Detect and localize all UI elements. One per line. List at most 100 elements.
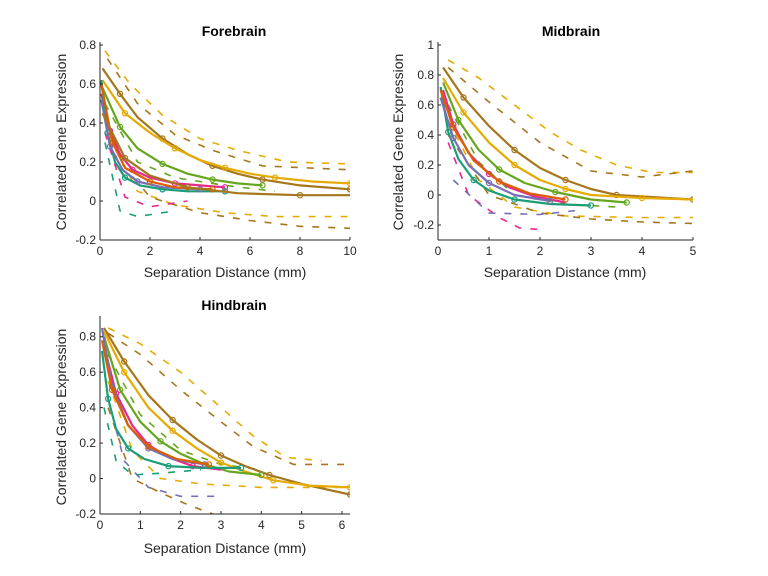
midbrain-x-tick-label: 2 bbox=[537, 244, 544, 258]
midbrain-data-point bbox=[552, 188, 559, 196]
forebrain-series-line-5 bbox=[100, 99, 201, 191]
midbrain-data-point bbox=[562, 176, 569, 184]
forebrain-data-point bbox=[134, 178, 141, 185]
forebrain-series-line-0 bbox=[101, 67, 350, 191]
hindbrain-data-point bbox=[116, 386, 124, 394]
midbrain-y-tick-label: 0.6 bbox=[417, 98, 434, 112]
midbrain-data-point bbox=[496, 178, 503, 185]
hindbrain-data-point bbox=[124, 445, 132, 452]
forebrain-x-tick-label: 10 bbox=[343, 244, 357, 258]
hindbrain-data-point bbox=[104, 395, 112, 402]
hindbrain-y-tick-label: -0.2 bbox=[75, 507, 96, 521]
forebrain-data-point bbox=[209, 176, 216, 183]
midbrain-series-group bbox=[439, 59, 693, 231]
midbrain-ylabel: Correlated Gene Expression bbox=[390, 54, 406, 231]
hindbrain-x-tick-label: 1 bbox=[137, 518, 144, 532]
forebrain-series-group bbox=[100, 50, 350, 230]
midbrain-x-tick-label: 3 bbox=[588, 244, 595, 258]
hindbrain-series-line-9 bbox=[107, 354, 262, 471]
forebrain-y-tick-label: 0.4 bbox=[79, 116, 96, 130]
forebrain-data-point bbox=[109, 139, 116, 146]
midbrain-data-point bbox=[460, 94, 467, 101]
midbrain-data-point bbox=[623, 199, 630, 206]
midbrain-series-line-5 bbox=[439, 97, 551, 203]
midbrain-data-point bbox=[547, 197, 554, 205]
forebrain-series-line-13 bbox=[104, 142, 176, 218]
midbrain-x-tick-label: 1 bbox=[486, 244, 493, 258]
midbrain-data-point bbox=[485, 179, 493, 187]
forebrain-y-tick-label: 0.2 bbox=[79, 155, 96, 169]
midbrain-series-line-8 bbox=[447, 66, 693, 178]
midbrain-series-line-6 bbox=[439, 89, 566, 201]
hindbrain-x-tick-label: 4 bbox=[258, 518, 265, 532]
midbrain-series-line-12 bbox=[447, 142, 541, 231]
hindbrain-series-line-10 bbox=[107, 380, 350, 489]
midbrain-y-tick-label: 0.4 bbox=[417, 128, 434, 142]
hindbrain-series-line-12 bbox=[107, 398, 221, 498]
forebrain-data-point bbox=[346, 180, 350, 187]
midbrain-series-line-13 bbox=[452, 179, 581, 216]
midbrain-data-point bbox=[455, 116, 462, 124]
hindbrain-data-point bbox=[120, 369, 128, 376]
hindbrain-data-point bbox=[169, 427, 176, 434]
forebrain-data-point bbox=[121, 110, 129, 117]
midbrain-xlabel: Separation Distance (mm) bbox=[484, 264, 647, 280]
forebrain-data-point bbox=[116, 90, 124, 98]
forebrain-x-tick-label: 6 bbox=[247, 244, 254, 258]
hindbrain-y-tick-label: 0.6 bbox=[79, 365, 96, 379]
hindbrain-x-tick-label: 0 bbox=[97, 518, 104, 532]
midbrain-series-line-0 bbox=[442, 66, 693, 201]
hindbrain-data-point bbox=[237, 464, 245, 472]
hindbrain-series-line-6 bbox=[100, 340, 210, 466]
midbrain-data-point bbox=[587, 202, 595, 209]
forebrain-ylabel: Correlated Gene Expression bbox=[53, 54, 69, 231]
midbrain-panel: Midbrain Separation Distance (mm) Correl… bbox=[390, 23, 697, 280]
forebrain-series-line-12 bbox=[111, 151, 350, 230]
midbrain-data-point bbox=[562, 185, 569, 193]
hindbrain-y-tick-label: 0.8 bbox=[79, 330, 96, 344]
midbrain-y-tick-label: 0.2 bbox=[417, 158, 434, 172]
midbrain-series-line-9 bbox=[447, 104, 617, 208]
midbrain-data-point bbox=[511, 146, 518, 154]
hindbrain-y-tick-label: 0 bbox=[89, 472, 96, 486]
hindbrain-data-point bbox=[270, 477, 277, 484]
hindbrain-x-tick-label: 2 bbox=[177, 518, 184, 532]
hindbrain-panel: Hindbrain Separation Distance (mm) Corre… bbox=[53, 297, 350, 556]
midbrain-data-point bbox=[511, 161, 518, 169]
forebrain-y-tick-label: 0 bbox=[89, 194, 96, 208]
midbrain-series-line-7 bbox=[447, 59, 693, 174]
forebrain-y-tick-label: -0.2 bbox=[75, 233, 96, 247]
midbrain-title: Midbrain bbox=[542, 23, 600, 39]
midbrain-x-tick-label: 4 bbox=[639, 244, 646, 258]
hindbrain-data-point bbox=[120, 358, 128, 365]
midbrain-series-line-2 bbox=[442, 82, 627, 204]
midbrain-series-line-1 bbox=[442, 77, 693, 201]
hindbrain-data-point bbox=[258, 471, 265, 479]
midbrain-y-tick-label: 0.8 bbox=[417, 68, 434, 82]
forebrain-data-point bbox=[146, 178, 154, 185]
midbrain-y-tick-label: 1 bbox=[427, 38, 434, 52]
forebrain-series-line-9 bbox=[106, 58, 350, 171]
hindbrain-series-line-13 bbox=[103, 407, 201, 476]
hindbrain-series-line-1 bbox=[103, 330, 350, 489]
hindbrain-data-point bbox=[217, 452, 225, 459]
forebrain-series-line-1 bbox=[101, 79, 350, 185]
hindbrain-x-tick-label: 6 bbox=[339, 518, 346, 532]
midbrain-data-point bbox=[638, 194, 646, 202]
forebrain-series-line-7 bbox=[101, 112, 350, 197]
midbrain-x-tick-label: 5 bbox=[690, 244, 697, 258]
midbrain-data-point bbox=[496, 166, 503, 173]
forebrain-panel: Forebrain Separation Distance (mm) Corre… bbox=[53, 23, 357, 280]
hindbrain-data-point bbox=[108, 386, 116, 394]
hindbrain-title: Hindbrain bbox=[201, 297, 266, 313]
hindbrain-data-point bbox=[346, 484, 350, 491]
hindbrain-xlabel: Separation Distance (mm) bbox=[144, 540, 307, 556]
hindbrain-data-point bbox=[157, 438, 164, 445]
hindbrain-x-tick-label: 3 bbox=[218, 518, 225, 532]
midbrain-data-point bbox=[460, 109, 467, 116]
forebrain-data-point bbox=[346, 186, 350, 193]
midbrain-data-point bbox=[562, 196, 569, 203]
forebrain-data-point bbox=[121, 154, 129, 162]
hindbrain-data-point bbox=[145, 443, 152, 450]
forebrain-data-point bbox=[271, 174, 279, 181]
